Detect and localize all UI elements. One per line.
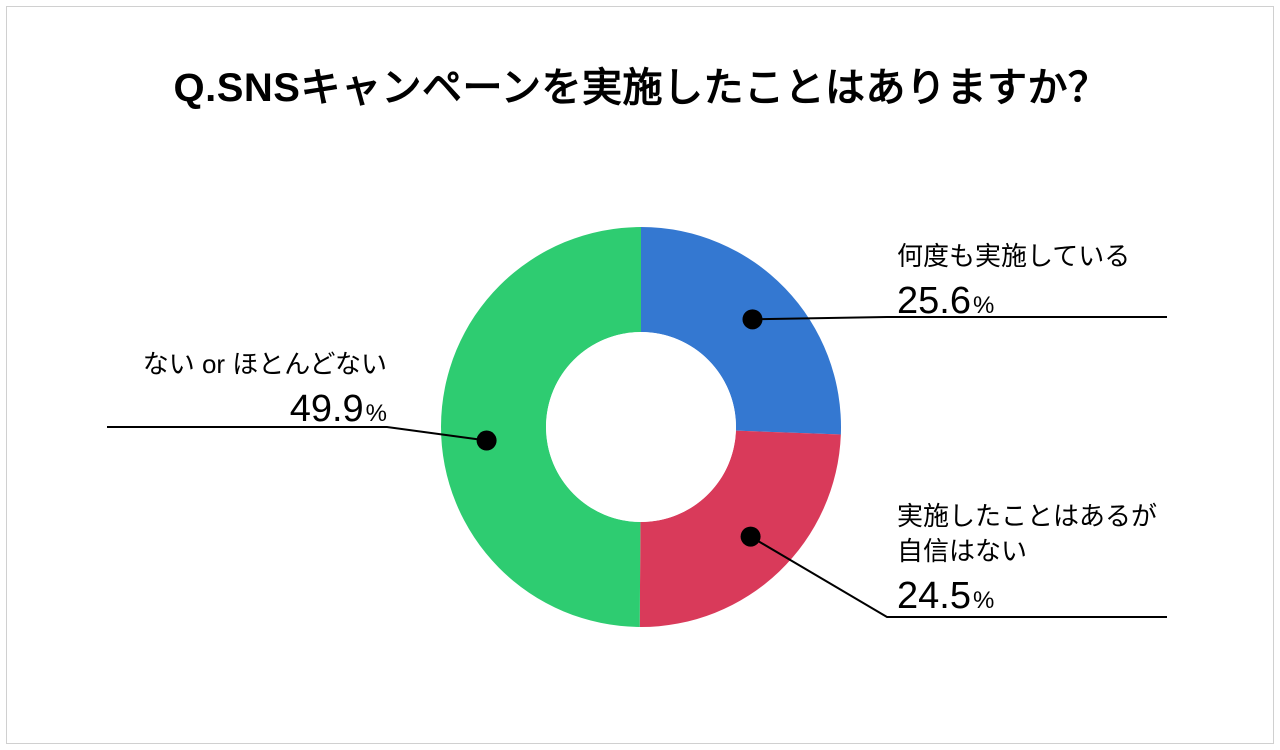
leader-dot-many-times	[742, 309, 762, 329]
donut-hole	[546, 332, 736, 522]
label-text-some-not-confident: 実施したことはあるが自信はない	[897, 499, 1157, 569]
label-value-many-times: 25.6%	[897, 276, 1130, 327]
label-none: ない or ほとんどない49.9%	[112, 347, 387, 435]
label-text-many-times: 何度も実施している	[897, 239, 1130, 274]
label-value-none: 49.9%	[112, 384, 387, 435]
label-text-none: ない or ほとんどない	[112, 347, 387, 382]
leader-dot-none	[477, 431, 497, 451]
label-value-some-not-confident: 24.5%	[897, 571, 1157, 622]
leader-dot-some-not-confident	[741, 527, 761, 547]
chart-frame: Q.SNSキャンペーンを実施したことはありますか？ 何度も実施している25.6%…	[6, 6, 1274, 744]
label-some-not-confident: 実施したことはあるが自信はない24.5%	[897, 499, 1157, 622]
label-many-times: 何度も実施している25.6%	[897, 239, 1130, 327]
